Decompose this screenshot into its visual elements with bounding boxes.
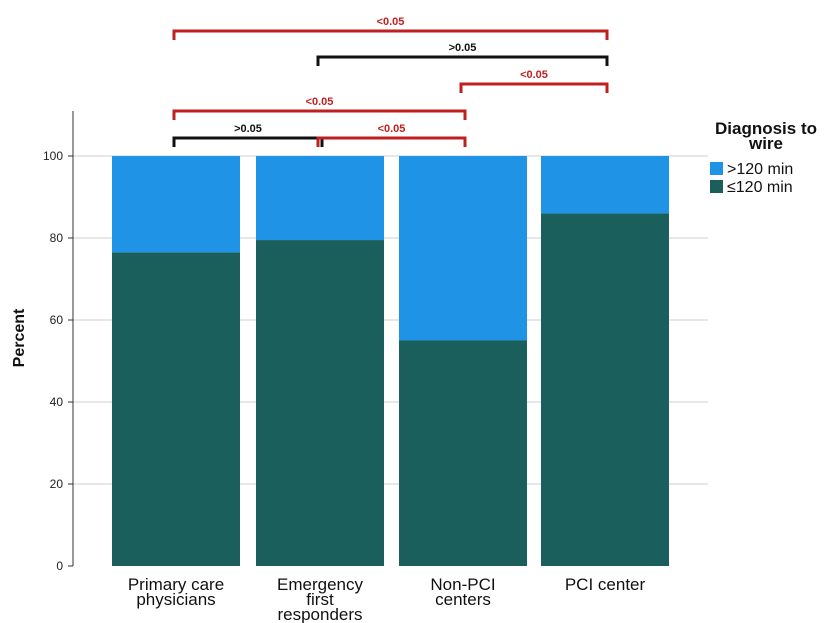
significance-bracket — [459, 82, 609, 93]
category-label: Non-PCI centers — [430, 575, 495, 609]
significance-bracket — [172, 109, 467, 120]
significance-label: >0.05 — [234, 123, 262, 135]
axes — [68, 111, 74, 567]
bars — [112, 156, 669, 567]
bar-segment — [399, 156, 527, 341]
bar-segment — [112, 156, 240, 253]
y-tick-label: 20 — [50, 477, 64, 491]
legend-swatch — [710, 180, 723, 193]
significance-label: <0.05 — [306, 96, 334, 108]
category-label: PCI center — [565, 575, 646, 594]
significance-bracket — [172, 136, 324, 147]
legend-title: wire — [748, 134, 783, 153]
bar-segment — [256, 156, 384, 241]
bar-segment — [256, 240, 384, 567]
legend-title: Diagnosis to — [715, 119, 817, 138]
category-label: Primary care physicians — [128, 575, 224, 609]
significance-label: <0.05 — [520, 69, 548, 81]
y-tick-label: 40 — [50, 395, 64, 409]
significance-brackets: <0.05 >0.05 <0.05 <0.05 >0.05 <0.05 — [172, 16, 609, 147]
y-tick-label: 100 — [43, 149, 63, 163]
significance-bracket — [172, 29, 609, 40]
significance-bracket — [316, 55, 609, 66]
y-tick-label: 60 — [50, 313, 64, 327]
significance-label: >0.05 — [449, 42, 477, 54]
significance-label: <0.05 — [378, 123, 406, 135]
y-axis-label: Percent — [11, 308, 28, 367]
significance-label: <0.05 — [377, 16, 405, 28]
bar-segment — [541, 156, 669, 214]
bar-segment — [112, 252, 240, 566]
bar-segment — [399, 340, 527, 566]
category-labels: Primary care physicians Emergency first resp… — [128, 575, 646, 623]
category-label: Emergency first responders — [277, 575, 363, 623]
y-tick-label: 80 — [50, 231, 64, 245]
legend-label: >120 min — [727, 161, 793, 178]
legend-label: ≤120 min — [727, 179, 793, 196]
y-tick-label: 0 — [56, 559, 63, 573]
bar-segment — [541, 213, 669, 566]
significance-bracket — [316, 136, 467, 147]
legend-swatch — [710, 162, 723, 175]
y-tick-labels: 0 20 40 60 80 100 — [43, 149, 63, 573]
